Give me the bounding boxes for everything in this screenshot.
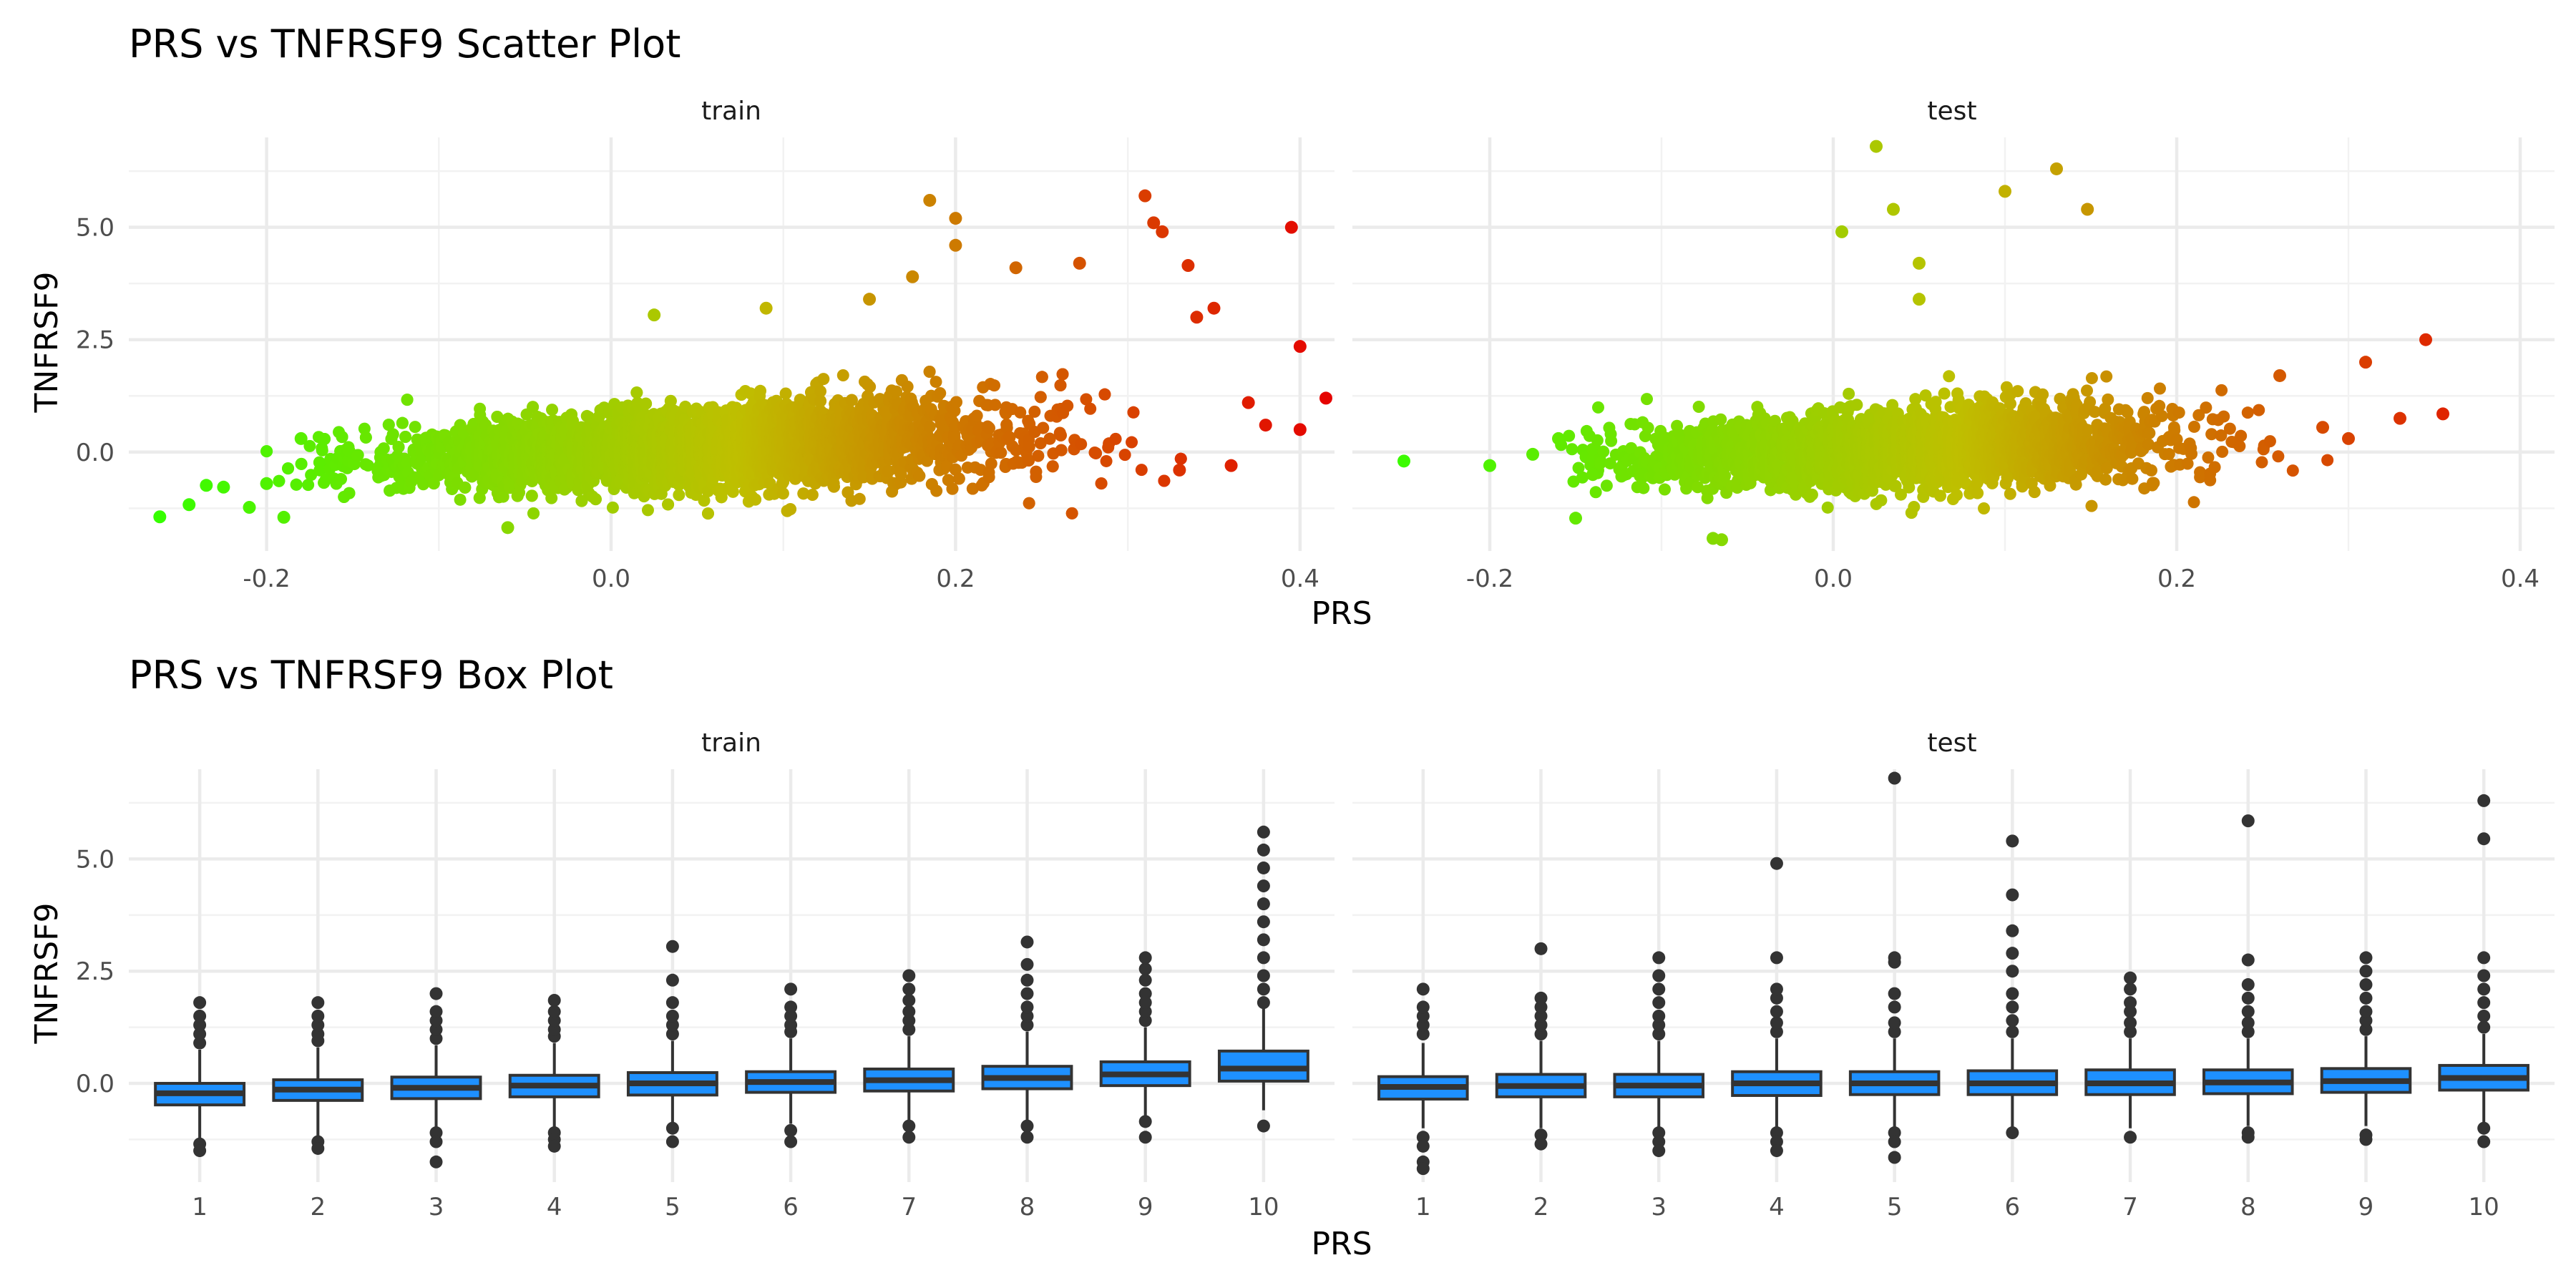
scatter-points: [153, 140, 2449, 547]
scatter-point: [399, 430, 412, 443]
scatter-point: [923, 366, 936, 379]
scatter-point: [894, 468, 907, 481]
scatter-point: [382, 419, 395, 431]
scatter-point: [934, 386, 947, 399]
scatter-point: [546, 404, 559, 416]
scatter-title: PRS vs TNFRSF9 Scatter Plot: [129, 21, 680, 67]
scatter-point: [749, 493, 762, 506]
scatter-facet-label-test: test: [1927, 97, 1976, 126]
scatter-point: [913, 469, 926, 482]
scatter-point: [459, 481, 472, 494]
scatter-point: [335, 472, 348, 485]
scatter-point: [923, 420, 936, 433]
scatter-point: [806, 489, 819, 502]
scatter-point: [754, 384, 767, 397]
scatter-point: [545, 492, 558, 504]
scatter-point: [351, 449, 364, 462]
scatter-point: [901, 380, 914, 393]
scatter-point: [784, 503, 797, 516]
scatter-point: [386, 428, 399, 441]
scatter-point: [260, 445, 273, 458]
scatter-point: [318, 432, 331, 445]
scatter-point: [817, 373, 830, 386]
scatter-point: [589, 493, 602, 506]
scatter-point: [701, 507, 714, 520]
scatter-point: [527, 507, 540, 519]
scatter-facet-label-train: train: [701, 97, 761, 126]
scatter-point: [273, 474, 286, 487]
scatter-point: [864, 381, 877, 394]
scatter-figure: PRS vs TNFRSF9 Scatter Plot train test -…: [29, 21, 2555, 632]
scatter-point: [491, 410, 504, 423]
scatter-point: [392, 441, 405, 454]
scatter-point: [282, 462, 295, 475]
scatter-point: [575, 494, 588, 507]
scatter-point: [630, 386, 643, 399]
scatter-point: [930, 376, 942, 389]
scatter-point: [640, 397, 653, 410]
scatter-point: [836, 369, 849, 382]
scatter-point: [776, 487, 789, 500]
scatter-point: [303, 439, 316, 452]
scatter-point: [343, 487, 356, 499]
scatter-point: [302, 479, 315, 492]
scatter-point: [361, 459, 374, 472]
scatter-point: [401, 394, 414, 406]
scatter-point: [314, 457, 327, 470]
scatter-point: [377, 442, 390, 455]
scatter-point: [827, 480, 840, 493]
scatter-point: [295, 457, 308, 470]
scatter-point: [890, 385, 903, 398]
scatter-point: [497, 490, 509, 503]
scatter-point: [527, 401, 540, 414]
scatter-point: [779, 387, 792, 400]
scatter-point: [454, 493, 467, 506]
scatter-point: [673, 489, 686, 502]
scatter-point: [396, 416, 409, 429]
scatter-point: [641, 504, 654, 517]
scatter-point: [316, 444, 328, 457]
scatter-point: [359, 431, 372, 444]
scatter-point: [662, 498, 675, 511]
scatter-point: [417, 478, 430, 491]
scatter-point: [930, 484, 943, 497]
scatter-point: [606, 501, 619, 514]
scatter-point: [409, 421, 421, 434]
scatter-point: [525, 489, 538, 502]
scatter-point: [853, 492, 866, 505]
scatter-point: [336, 431, 348, 444]
scatter-point: [290, 478, 303, 491]
